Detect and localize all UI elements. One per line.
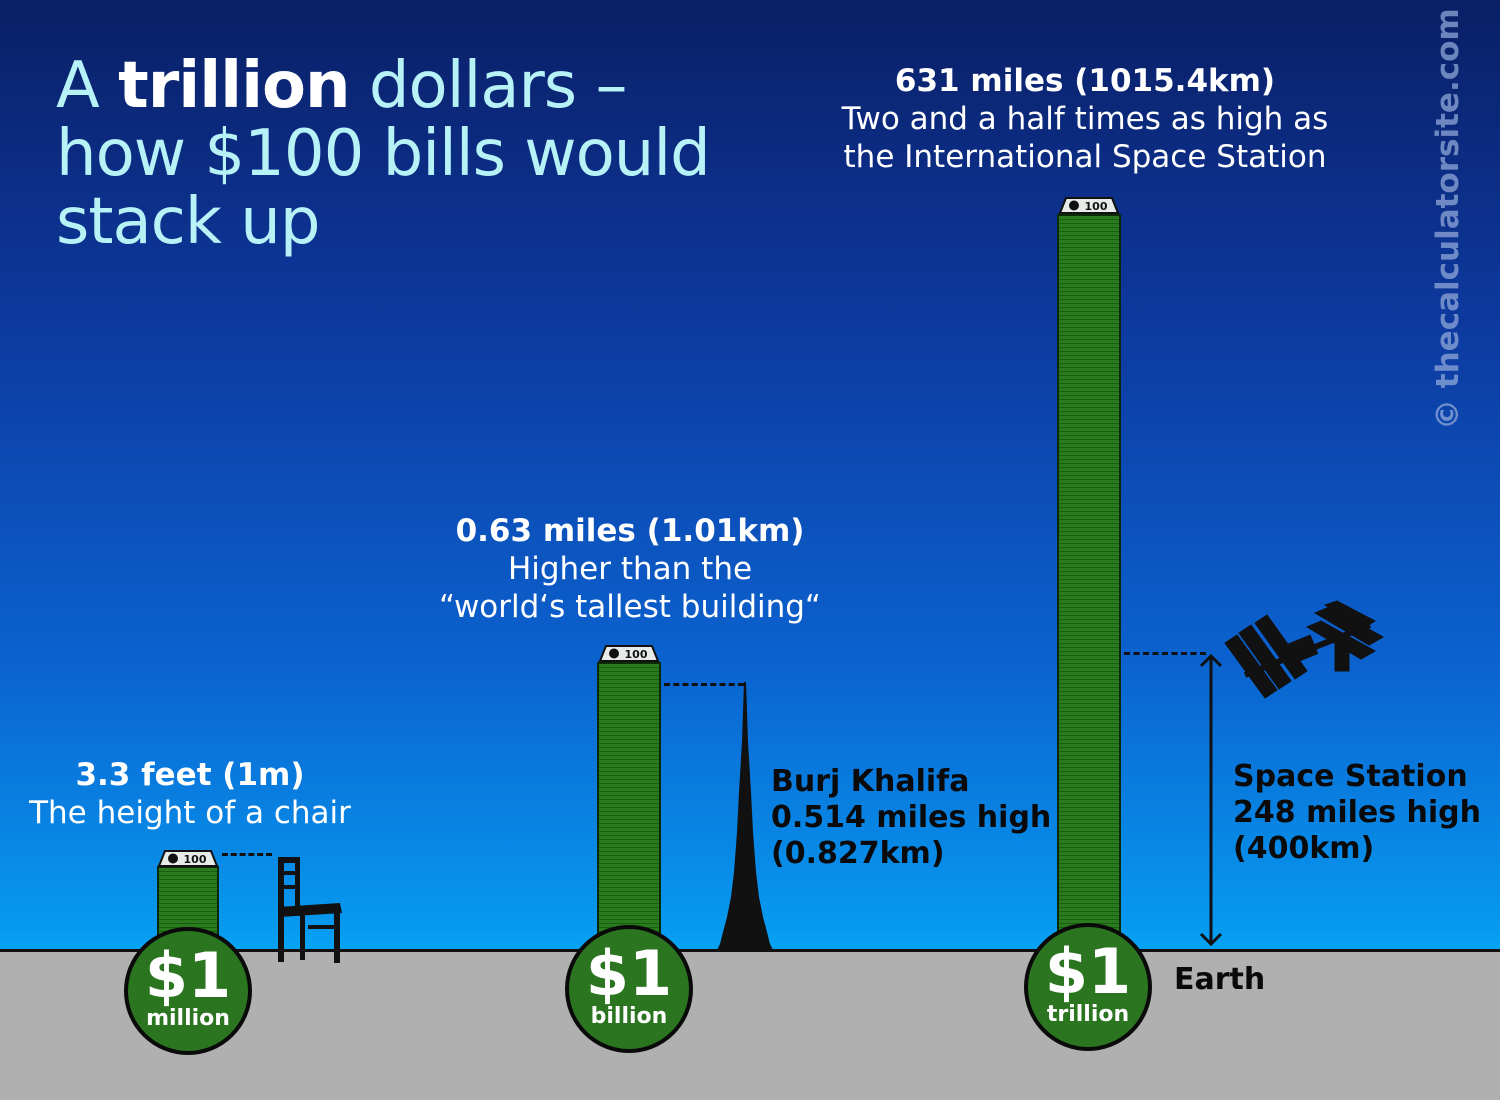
title-line1-post: dollars – <box>349 49 628 123</box>
billion-dash-line <box>664 683 744 686</box>
burj-label: Burj Khalifa 0.514 miles high (0.827km) <box>771 764 1051 872</box>
trillion-stack <box>1057 214 1121 952</box>
million-coin-amount: $1 <box>144 939 232 1012</box>
space-station-icon <box>1224 600 1385 699</box>
height-arrow-icon <box>1199 653 1223 947</box>
dollar-bill-icon: 100 <box>157 850 219 867</box>
billion-caption: 0.63 miles (1.01km) Higher than the “wor… <box>380 512 880 626</box>
billion-comparison-line1: Higher than the <box>507 551 753 587</box>
million-dash-line <box>222 853 272 856</box>
burj-name: Burj Khalifa <box>771 764 970 799</box>
station-height-miles: 248 miles high <box>1233 795 1482 830</box>
trillion-height: 631 miles (1015.4km) <box>894 63 1276 99</box>
trillion-caption: 631 miles (1015.4km) Two and a half time… <box>820 62 1350 176</box>
title-line1-bold: trillion <box>118 49 350 123</box>
trillion-coin-unit: trillion <box>1046 1002 1130 1027</box>
million-height: 3.3 feet (1m) <box>75 757 305 793</box>
billion-comparison-line2: “world‘s tallest building“ <box>438 589 821 625</box>
title-line1-pre: A <box>56 49 119 123</box>
watermark: © thecalculatorsite.com <box>1430 8 1466 430</box>
station-height-km: (400km) <box>1233 831 1375 866</box>
million-comparison: The height of a chair <box>29 795 351 831</box>
million-caption: 3.3 feet (1m) The height of a chair <box>20 756 360 832</box>
billion-coin: $1 billion <box>565 925 693 1053</box>
dollar-bill-icon: 100 <box>1058 197 1120 214</box>
svg-text:100: 100 <box>625 648 648 661</box>
dollar-bill-icon: 100 <box>598 645 660 662</box>
page-title: A trillion dollars – how $100 bills woul… <box>56 49 711 259</box>
station-name: Space Station <box>1233 759 1468 794</box>
burj-height-miles: 0.514 miles high <box>771 800 1052 835</box>
station-label: Space Station 248 miles high (400km) <box>1233 759 1481 867</box>
svg-text:100: 100 <box>184 853 207 866</box>
billion-coin-amount: $1 <box>585 937 673 1010</box>
billion-stack <box>597 662 661 952</box>
trillion-coin-amount: $1 <box>1044 935 1132 1008</box>
svg-text:100: 100 <box>1085 200 1108 213</box>
chair-icon <box>278 857 342 963</box>
trillion-comparison-line2: the International Space Station <box>843 139 1327 175</box>
trillion-dash-line <box>1124 652 1206 655</box>
billion-coin-unit: billion <box>590 1004 668 1029</box>
million-coin-unit: million <box>146 1006 230 1031</box>
billion-height: 0.63 miles (1.01km) <box>455 513 805 549</box>
earth-label: Earth <box>1174 962 1266 997</box>
trillion-coin: $1 trillion <box>1024 923 1152 1051</box>
title-line3: stack up <box>56 185 320 259</box>
trillion-comparison-line1: Two and a half times as high as <box>841 101 1329 137</box>
burj-height-km: (0.827km) <box>771 836 945 871</box>
title-line2: how $100 bills would <box>56 117 711 191</box>
million-coin: $1 million <box>124 927 252 1055</box>
burj-khalifa-icon <box>717 682 773 950</box>
